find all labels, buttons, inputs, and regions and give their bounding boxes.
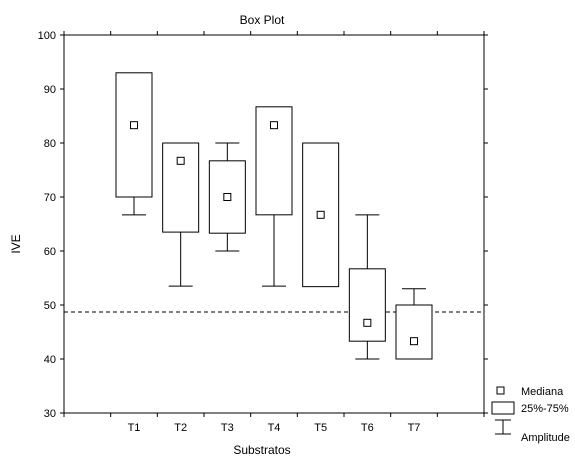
median-marker-T6: [363, 318, 372, 327]
y-tick-label: 30: [44, 408, 56, 420]
legend-box-marker: [491, 401, 515, 415]
y-axis-label: IVE: [9, 234, 23, 253]
median-marker-T7: [410, 337, 418, 346]
box-T6: [348, 268, 386, 342]
box-T7: [395, 304, 433, 360]
legend: Mediana 25%-75% Amplitude: [491, 386, 570, 444]
x-tick-label: T3: [221, 422, 234, 434]
legend-range-label: Amplitude: [521, 432, 570, 444]
x-tick-label: T1: [128, 422, 141, 434]
plot-area: 30 40 50 60 70 80 90 100 T1 T2 T3 T4 T5 T6 T7: [38, 30, 488, 434]
median-marker-T5: [316, 210, 325, 219]
median-marker-T4: [270, 121, 278, 130]
box-T2: [162, 142, 200, 233]
median-marker-T2: [176, 156, 185, 165]
median-marker-T3: [223, 193, 232, 201]
x-tick-label: T6: [361, 422, 374, 434]
x-tick-label: T5: [314, 422, 327, 434]
legend-median-label: Mediana: [521, 386, 564, 398]
x-tick-label: T2: [174, 422, 187, 434]
x-tick-label: T7: [408, 422, 421, 434]
box-T1: [115, 72, 153, 198]
y-tick-label: 70: [44, 192, 56, 204]
legend-box-label: 25%-75%: [521, 403, 569, 415]
chart-title: Box Plot: [240, 13, 285, 27]
plot-frame: [63, 34, 485, 414]
x-axis-label: Substratos: [233, 443, 290, 457]
median-marker-T1: [130, 121, 138, 130]
y-tick-label: 80: [44, 138, 56, 150]
y-tick-label: 90: [44, 84, 56, 96]
y-tick-label: 100: [38, 30, 56, 42]
x-tick-label: T4: [268, 422, 281, 434]
y-tick-label: 60: [44, 246, 56, 258]
legend-median-marker: [496, 386, 505, 395]
y-tick-label: 40: [44, 354, 56, 366]
y-tick-label: 50: [44, 300, 56, 312]
